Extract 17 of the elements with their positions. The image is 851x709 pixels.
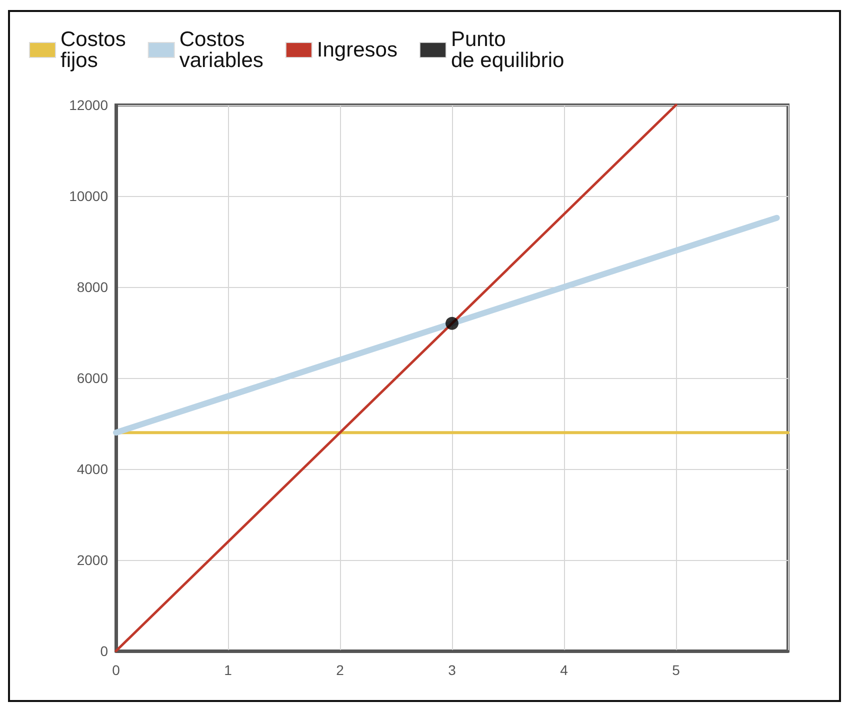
legend-label: Punto de equilibrio [450, 28, 564, 72]
legend-label: Costos fijos [60, 28, 126, 72]
y-tick-label: 6000 [76, 370, 108, 386]
x-tick-label: 5 [672, 662, 680, 678]
y-tick-label: 10000 [69, 188, 108, 204]
y-tick-label: 0 [100, 643, 108, 659]
x-tick-label: 2 [336, 662, 344, 678]
x-tick-label: 0 [112, 662, 120, 678]
y-tick-label: 4000 [76, 461, 108, 477]
legend-label: Costos variables [179, 28, 264, 72]
y-tick-label: 8000 [76, 279, 108, 295]
y-tick-label: 12000 [69, 97, 108, 113]
x-tick-label: 1 [224, 662, 232, 678]
x-tick-label: 4 [560, 662, 568, 678]
y-tick-label: 2000 [76, 552, 108, 568]
x-tick-label: 3 [448, 662, 456, 678]
legend-label: Ingresos [316, 38, 398, 62]
